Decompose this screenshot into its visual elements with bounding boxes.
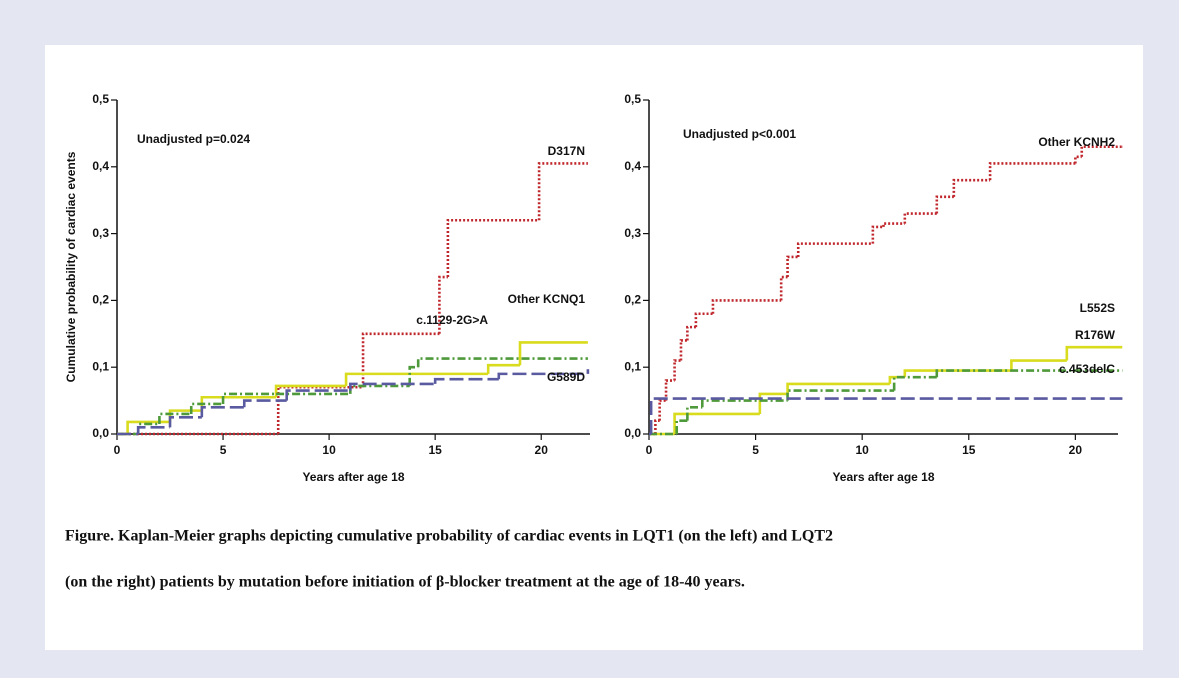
step-segment (694, 312, 713, 328)
caption-line: Figure. Kaplan-Meier graphs depicting cu… (65, 528, 833, 545)
x-tick-label: 5 (752, 443, 759, 457)
annotation: Unadjusted p=0.024 (137, 132, 250, 146)
step-segment (518, 341, 588, 366)
step-segment (200, 405, 245, 418)
step-segment (537, 162, 588, 221)
y-tick-label: 0,4 (92, 159, 109, 173)
step-segment (189, 402, 224, 414)
x-tick-label: 10 (856, 443, 870, 457)
x-axis-title: Years after age 18 (832, 470, 934, 484)
y-axis-title: Cumulative probability of cardiac events (64, 151, 78, 382)
step-segment (168, 416, 202, 428)
series-label: G589D (547, 370, 585, 384)
step-segment (649, 397, 1123, 434)
figure-panel (45, 45, 1143, 650)
step-segment (952, 178, 991, 197)
series-label: c.453delC (1059, 362, 1115, 376)
x-tick-label: 20 (535, 443, 549, 457)
step-segment (711, 299, 782, 314)
x-tick-label: 0 (114, 443, 121, 457)
step-segment (935, 369, 1123, 378)
series-label: R176W (1075, 328, 1116, 342)
y-tick-label: 0,3 (92, 226, 109, 240)
y-tick-label: 0,5 (92, 92, 109, 106)
step-segment (871, 225, 884, 244)
series-label: c.1129-2G>A (416, 313, 488, 327)
step-segment (408, 365, 419, 386)
step-segment (349, 382, 436, 391)
series-label: L552S (1080, 301, 1115, 315)
step-segment (158, 412, 192, 424)
series-label: Other KCNH2 (1038, 135, 1115, 149)
series-label: D317N (548, 144, 585, 158)
x-tick-label: 15 (428, 443, 442, 457)
y-tick-label: 0,0 (624, 426, 641, 440)
y-tick-label: 0,3 (624, 226, 641, 240)
step-segment (658, 399, 667, 421)
y-tick-label: 0,2 (92, 293, 109, 307)
step-segment (126, 420, 171, 434)
step-segment (285, 389, 351, 401)
y-tick-label: 0,5 (624, 92, 641, 106)
step-segment (786, 382, 890, 394)
step-segment (686, 325, 696, 341)
x-tick-label: 10 (322, 443, 336, 457)
step-segment (892, 375, 937, 391)
step-segment (673, 412, 760, 434)
step-segment (221, 392, 277, 404)
series-label: Other KCNQ1 (508, 292, 586, 306)
step-segment (903, 369, 1012, 378)
y-tick-label: 0,1 (92, 359, 109, 373)
step-segment (796, 242, 873, 257)
step-segment (786, 389, 895, 401)
annotation: Unadjusted p<0.001 (683, 127, 796, 141)
step-segment (686, 405, 703, 421)
step-segment (497, 372, 588, 380)
step-segment (344, 372, 489, 386)
x-tick-label: 15 (962, 443, 976, 457)
step-segment (679, 339, 688, 361)
step-segment (361, 332, 440, 388)
x-tick-label: 20 (1069, 443, 1083, 457)
step-segment (675, 419, 688, 434)
step-segment (700, 399, 788, 408)
step-segment (446, 218, 540, 278)
y-tick-label: 0,2 (624, 293, 641, 307)
step-segment (758, 392, 788, 414)
step-segment (673, 359, 681, 381)
step-segment (242, 399, 287, 408)
y-tick-label: 0,0 (92, 426, 109, 440)
y-tick-label: 0,1 (624, 359, 641, 373)
caption-line: (on the right) patients by mutation befo… (65, 574, 745, 591)
step-segment (988, 162, 1076, 181)
step-segment (416, 357, 588, 368)
x-tick-label: 0 (646, 443, 653, 457)
step-segment (486, 363, 521, 374)
y-tick-label: 0,4 (624, 159, 641, 173)
step-segment (1080, 145, 1123, 157)
step-segment (882, 222, 905, 227)
step-segment (438, 275, 448, 334)
step-segment (786, 255, 799, 278)
step-segment (433, 377, 499, 384)
step-segment (136, 426, 171, 434)
step-segment (1065, 345, 1123, 361)
x-axis-title: Years after age 18 (302, 470, 404, 484)
step-segment (935, 195, 954, 214)
step-segment (349, 384, 410, 394)
step-segment (664, 379, 675, 401)
x-tick-label: 5 (220, 443, 227, 457)
step-segment (1010, 359, 1067, 371)
step-segment (654, 419, 660, 434)
